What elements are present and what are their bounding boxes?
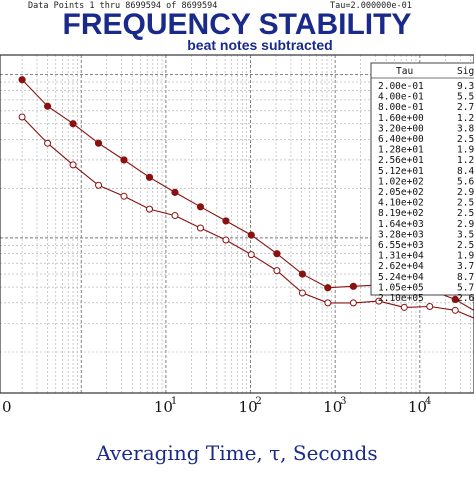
- series-1-point: [298, 270, 307, 278]
- table-cell-sig: 3.5: [457, 229, 474, 240]
- x-tick-label: 10: [239, 398, 258, 416]
- series-1-point: [349, 282, 357, 290]
- table-cell-sig: 9.3: [457, 81, 474, 92]
- table-cell-tau: 6.55e+03: [378, 240, 424, 251]
- table-cell-tau: 4.10e+02: [378, 198, 424, 209]
- series-2-point: [120, 192, 128, 200]
- series-1-point: [171, 188, 179, 196]
- table-cell-sig: 2.5: [457, 240, 474, 251]
- table-cell-tau: 2.56e+01: [378, 155, 424, 166]
- series-2-point: [324, 299, 332, 307]
- table-cell-sig: 8.7: [457, 272, 474, 283]
- table-cell-tau: 2.05e+02: [378, 187, 424, 198]
- series-2-point: [247, 251, 255, 259]
- table-cell-sig: 8.4: [457, 166, 474, 177]
- table-cell-sig: 1.2: [457, 155, 474, 166]
- series-2-point: [95, 181, 103, 189]
- table-cell-sig: 2.5: [457, 134, 474, 145]
- table-cell-tau: 5.12e+01: [378, 166, 424, 177]
- series-1-point: [145, 173, 154, 181]
- series-2-point: [171, 212, 179, 220]
- x-axis-label: Averaging Time, τ, Seconds: [95, 441, 377, 465]
- series-2-point: [145, 205, 153, 213]
- header-data-points: Data Points 1 thru 8699594 of 8699594: [28, 1, 217, 11]
- table-cell-tau: 2.62e+04: [378, 261, 424, 272]
- table-cell-sig: 2.5: [457, 208, 474, 219]
- x-tick-labels: 101 102 103 104: [154, 396, 431, 416]
- series-2-point: [298, 289, 306, 297]
- table-rows: 2.00e-01 9.3 4.00e-01 5.5 8.00e-01 2.7 1.60e+0…: [378, 81, 474, 304]
- table-cell-sig: 2.9: [457, 219, 474, 230]
- table-cell-tau: 1.64e+03: [378, 219, 424, 230]
- series-2-point: [222, 236, 230, 244]
- table-cell-tau: 2.10e+05: [378, 293, 424, 304]
- table-cell-sig: 2.9: [457, 187, 474, 198]
- table-cell-sig: 1.9: [457, 251, 474, 262]
- table-cell-sig: 5.7: [457, 282, 474, 293]
- series-1-point: [222, 217, 230, 225]
- series-markers: [18, 76, 459, 314]
- table-cell-sig: 2.5: [457, 198, 474, 209]
- table-cell-sig: 2.6: [457, 293, 474, 304]
- series-2-point: [196, 224, 204, 232]
- series-2-point: [349, 299, 357, 307]
- series-2-point: [273, 267, 281, 275]
- series-2-point: [375, 297, 383, 305]
- table-cell-sig: 1.2: [457, 113, 474, 124]
- series-1-point: [69, 120, 77, 128]
- chart-title: FREQUENCY STABILITY: [63, 8, 412, 41]
- series-1-point: [94, 139, 103, 147]
- table-cell-tau: 8.00e-01: [378, 102, 424, 113]
- table-cell-tau: 1.02e+02: [378, 176, 424, 187]
- series-2-point: [69, 161, 77, 169]
- table-cell-tau: 4.00e-01: [378, 92, 424, 103]
- table-cell-sig: 3.8: [457, 123, 474, 134]
- x-tick-label: 10: [154, 398, 173, 416]
- x-tick-exponent: 3: [340, 396, 346, 407]
- table-cell-tau: 3.28e+03: [378, 229, 424, 240]
- x-tick-label: 10: [323, 398, 342, 416]
- table-cell-tau: 6.40e+00: [378, 134, 424, 145]
- series-2-point: [400, 303, 408, 311]
- table-cell-tau: 1.60e+00: [378, 113, 424, 124]
- series-1-point: [324, 284, 332, 292]
- series-1-point: [196, 203, 205, 211]
- series-1-point: [43, 102, 52, 110]
- table-header-sig: Sig: [457, 66, 474, 77]
- table-cell-tau: 5.24e+04: [378, 272, 424, 283]
- table-cell-tau: 1.28e+01: [378, 145, 424, 156]
- x-tick-exponent: 1: [171, 396, 177, 407]
- series-2-point: [451, 306, 459, 314]
- chart-subtitle: beat notes subtracted: [187, 37, 332, 53]
- table-cell-tau: 1.05e+05: [378, 282, 424, 293]
- x-tick-label: 10: [408, 398, 427, 416]
- plot-frame: [0, 54, 474, 394]
- table-cell-tau: 2.00e-01: [378, 81, 424, 92]
- x-tick-exponent: 2: [256, 396, 262, 407]
- x-tick-edge: 0: [2, 398, 12, 416]
- data-table: Tau Sig 2.00e-01 9.34.00e-01 5.58.00e-01 2.…: [370, 62, 474, 304]
- table-cell-tau: 8.19e+02: [378, 208, 424, 219]
- table-cell-tau: 1.31e+04: [378, 251, 424, 262]
- table-cell-sig: 2.7: [457, 102, 474, 113]
- series-1-point: [120, 156, 128, 164]
- table-cell-sig: 5.5: [457, 92, 474, 103]
- table-cell-tau: 3.20e+00: [378, 123, 424, 134]
- series-2-point: [44, 139, 52, 147]
- series-1-point: [451, 295, 459, 303]
- table-cell-sig: 3.7: [457, 261, 474, 272]
- series-1-point: [18, 76, 26, 84]
- table-cell-sig: 5.6: [457, 176, 474, 187]
- table-header-tau: Tau: [396, 66, 413, 77]
- table-box: [370, 62, 474, 296]
- header-tau: Tau=2.000000e-01: [330, 1, 412, 11]
- table-cell-sig: 1.9: [457, 145, 474, 156]
- series-1-point: [273, 250, 281, 258]
- series-2-point: [18, 113, 26, 121]
- series-1-point: [247, 231, 255, 239]
- x-tick-exponent: 4: [425, 396, 431, 407]
- series-2-point: [426, 302, 434, 310]
